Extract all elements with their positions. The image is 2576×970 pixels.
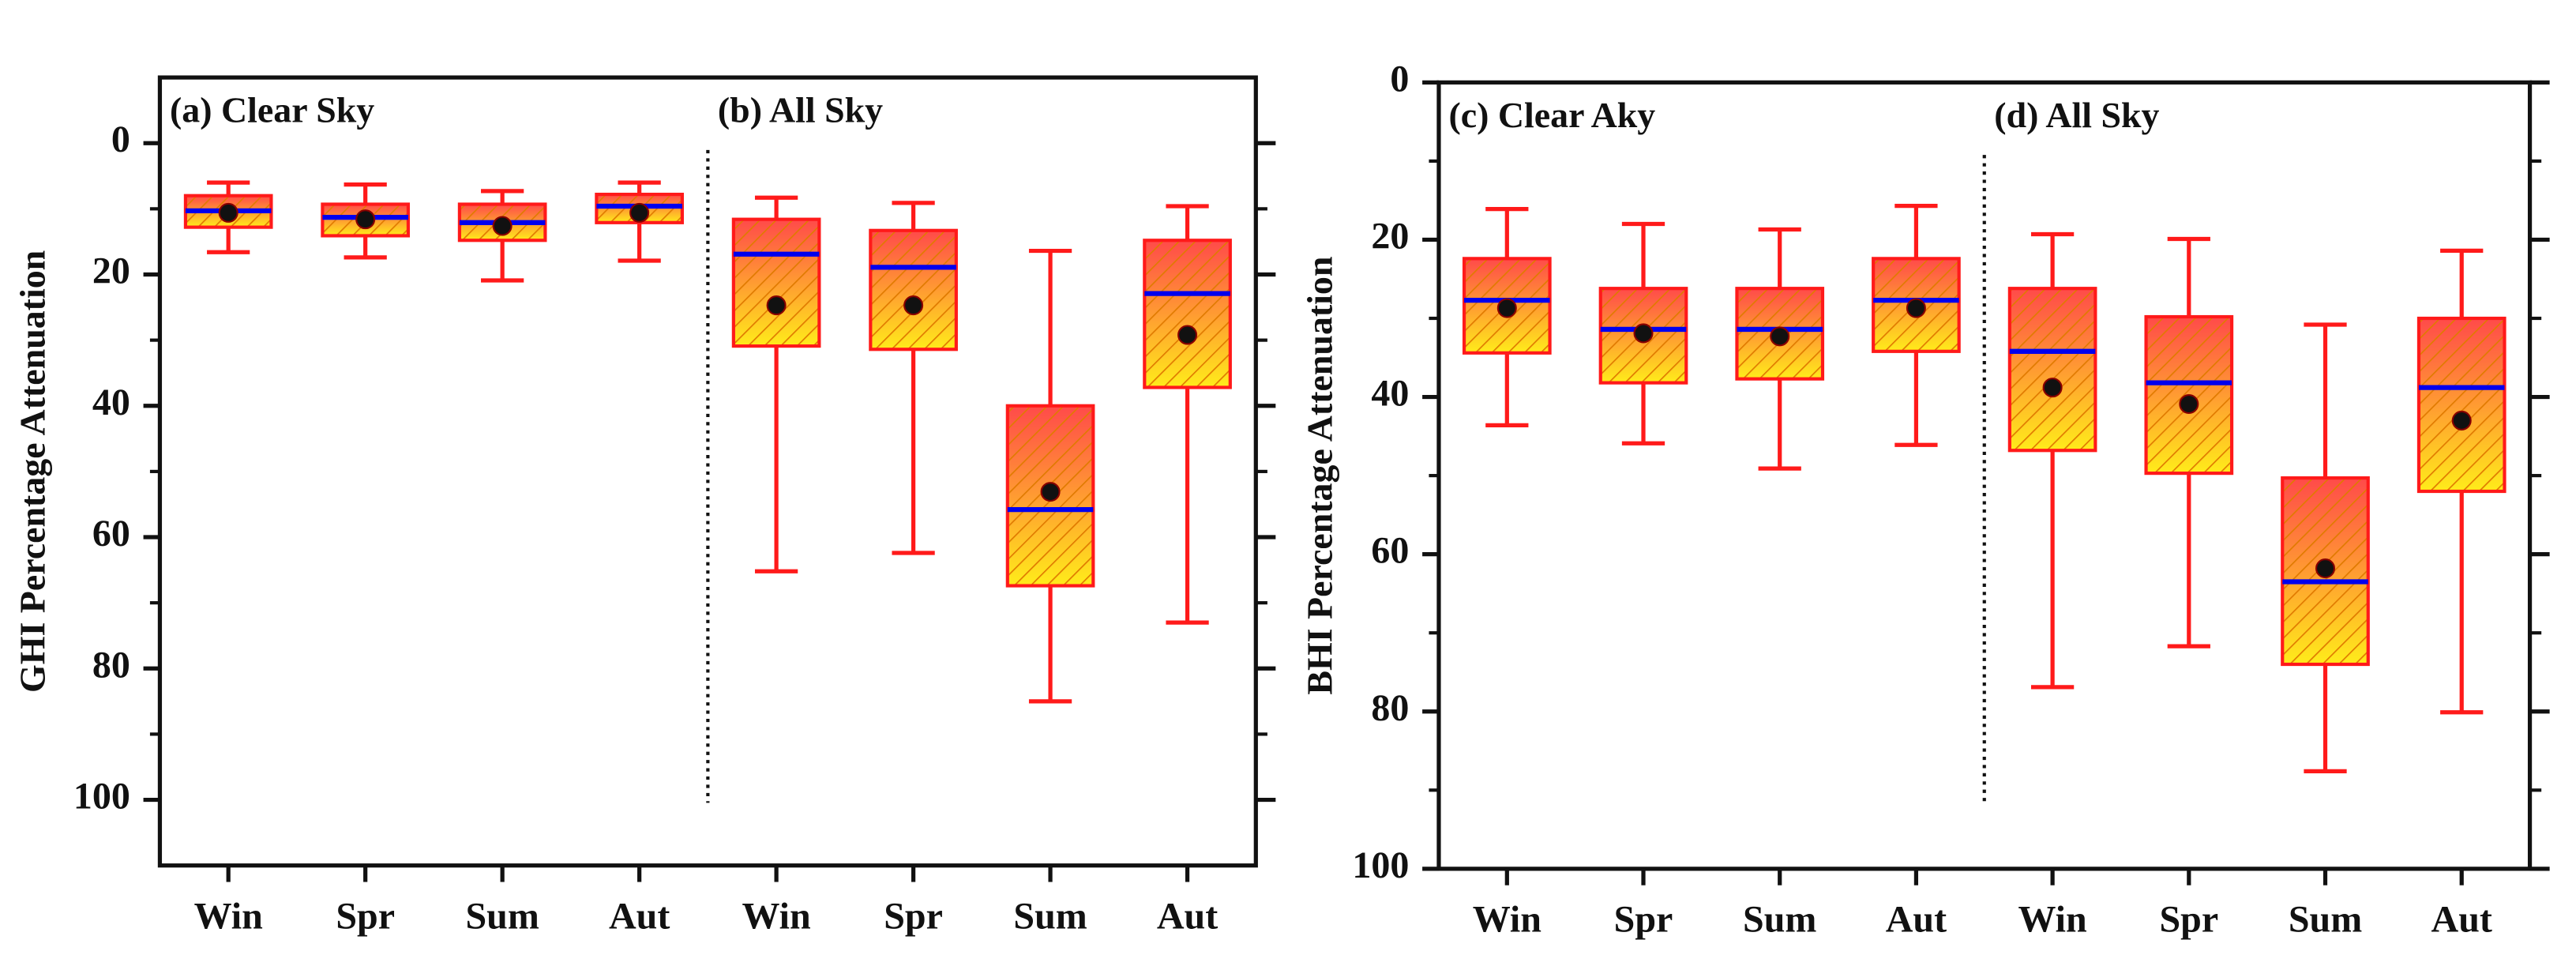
x-tick-label: Aut: [1886, 899, 1947, 941]
x-tick-label: Aut: [609, 896, 670, 938]
mean: [2179, 393, 2199, 415]
box-hatch: [731, 217, 821, 348]
y-tick-label: 60: [92, 513, 130, 555]
box-hatch: [2416, 316, 2507, 494]
mean: [2042, 378, 2063, 398]
box-hatch: [2281, 476, 2370, 667]
mean: [1633, 323, 1654, 344]
box-hatch: [1143, 239, 1232, 389]
mean: [355, 209, 376, 230]
y-axis-label: BHI Percentage Attenuation: [1299, 257, 1339, 695]
x-tick-label: Spr: [2159, 899, 2218, 941]
x-tick-label: Sum: [2289, 899, 2362, 941]
y-tick-label: 0: [111, 118, 130, 160]
y-tick-label: 80: [1371, 687, 1409, 729]
mean: [1177, 325, 1198, 345]
y-tick-label: 20: [92, 250, 130, 292]
mean: [629, 202, 650, 223]
x-tick-label: Win: [2018, 899, 2087, 941]
mean: [218, 202, 238, 223]
y-tick-label: 40: [92, 382, 130, 423]
mean: [1496, 298, 1517, 318]
x-tick-label: Spr: [1614, 899, 1673, 941]
mean: [1040, 482, 1061, 502]
x-tick-label: Spr: [336, 896, 395, 938]
y-tick-label: 20: [1371, 215, 1409, 257]
x-tick-label: Aut: [2431, 899, 2492, 941]
x-tick-label: Sum: [1013, 896, 1087, 938]
panel-label: (c) Clear Aky: [1448, 95, 1655, 135]
y-tick-label: 100: [1352, 844, 1409, 886]
y-tick-label: 100: [73, 776, 130, 818]
box-hatch: [2007, 287, 2097, 453]
mean: [903, 295, 924, 316]
mean: [766, 295, 787, 316]
mean: [1906, 298, 1926, 318]
x-tick-label: Aut: [1157, 896, 1218, 938]
y-tick-label: 0: [1390, 58, 1409, 100]
y-tick-label: 60: [1371, 530, 1409, 572]
x-tick-label: Spr: [884, 896, 943, 938]
mean: [492, 216, 513, 236]
x-tick-label: Sum: [465, 896, 539, 938]
y-tick-label: 80: [92, 644, 130, 686]
x-tick-label: Win: [194, 896, 263, 938]
mean: [1770, 326, 1790, 347]
y-axis-label: GHI Percentage Attenuation: [12, 250, 52, 693]
panel-label: (b) All Sky: [718, 90, 883, 130]
panel-label: (d) All Sky: [1994, 95, 2159, 135]
x-tick-label: Win: [1473, 899, 1541, 941]
x-tick-label: Win: [742, 896, 811, 938]
panel-label: (a) Clear Sky: [170, 90, 374, 130]
box-hatch: [869, 228, 958, 352]
mean: [2315, 558, 2336, 579]
y-tick-label: 40: [1371, 373, 1409, 415]
x-tick-label: Sum: [1743, 899, 1816, 941]
mean: [2451, 410, 2472, 430]
